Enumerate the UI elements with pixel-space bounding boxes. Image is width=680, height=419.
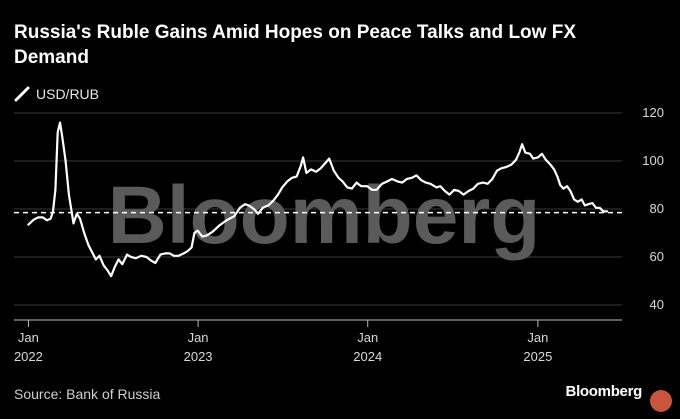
series-line-usd-rub — [27, 121, 609, 278]
y-tick-label: 40 — [650, 297, 664, 312]
legend-line-icon — [14, 86, 30, 102]
x-tick-label-month: Jan — [18, 330, 39, 345]
x-ticks: Jan 2022 Jan 2023 Jan 2024 Jan 2025 — [14, 320, 552, 364]
x-tick-label-year: 2025 — [523, 349, 552, 364]
x-tick-label-year: 2023 — [184, 349, 213, 364]
zoom-icon[interactable] — [650, 390, 672, 412]
x-tick-label-month: Jan — [357, 330, 378, 345]
y-tick-label: 80 — [650, 201, 664, 216]
x-tick-label-month: Jan — [527, 330, 548, 345]
y-tick-label: 120 — [642, 105, 664, 120]
grid-lines — [14, 112, 622, 306]
x-tick-label-year: 2022 — [14, 349, 43, 364]
y-tick-label: 100 — [642, 153, 664, 168]
watermark: Bloomberg — [108, 170, 541, 261]
chart-title: Russia's Ruble Gains Amid Hopes on Peace… — [14, 22, 576, 68]
x-tick-label-year: 2024 — [353, 349, 382, 364]
legend-label: USD/RUB — [36, 86, 100, 102]
source-note: Source: Bank of Russia — [14, 386, 161, 402]
y-tick-labels: 40 60 80 100 120 — [642, 105, 664, 312]
legend: USD/RUB — [14, 86, 99, 102]
x-tick-label-month: Jan — [188, 330, 209, 345]
brand-logo: Bloomberg — [565, 383, 643, 400]
y-tick-label: 60 — [650, 249, 664, 264]
